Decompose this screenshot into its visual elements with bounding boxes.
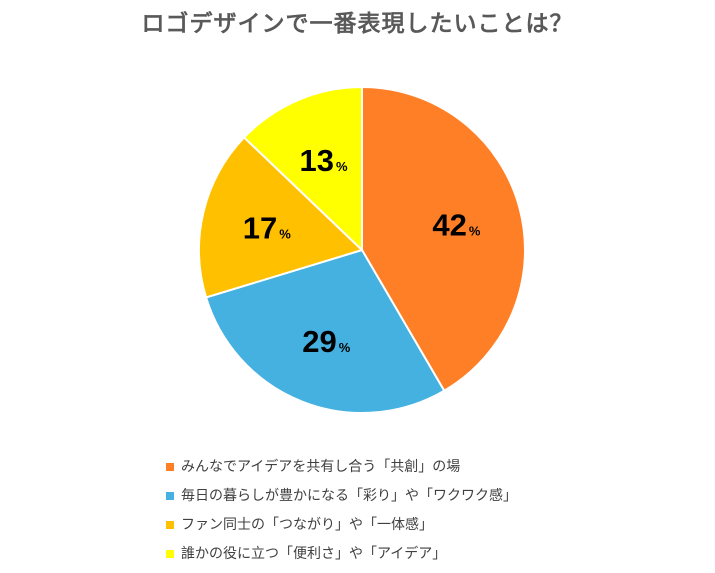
legend-label-4: 誰かの役に立つ「便利さ」や「アイデア」 [181, 546, 447, 562]
legend-label-2: 毎日の暮らしが豊かになる「彩り」や「ワクワク感」 [181, 488, 517, 504]
pie-slices [198, 86, 526, 414]
pie-data-label-4: 13% [299, 143, 347, 178]
pie-data-labels: 42 % 29 % 17 %13% [243, 143, 481, 359]
pie-data-label-2: 29% [302, 324, 350, 359]
legend-swatch-1 [166, 463, 174, 471]
pie-slice-2 [205, 249, 446, 414]
pie-data-label-3: 17% [243, 210, 291, 245]
legend-swatch-2 [166, 492, 174, 500]
chart-title: ロゴデザインで一番表現したいことは？ [141, 11, 574, 37]
pie-data-label-1: 42% [432, 207, 480, 242]
legend-item-1: みんなでアイデアを共有し合う「共創」の場 [166, 457, 517, 486]
legend-swatch-4 [166, 550, 174, 558]
chart-legend: みんなでアイデアを共有し合う「共創」の場毎日の暮らしが豊かになる「彩り」や「ワク… [166, 457, 517, 573]
pie-slice-3 [198, 136, 363, 299]
legend-item-2: 毎日の暮らしが豊かになる「彩り」や「ワクワク感」 [166, 486, 517, 515]
legend-item-3: ファン同士の「つながり」や「一体感」 [166, 515, 517, 544]
legend-item-4: 誰かの役に立つ「便利さ」や「アイデア」 [166, 544, 517, 573]
pie-slice-4 [243, 86, 363, 251]
legend-swatch-3 [166, 521, 174, 529]
pie-slice-1 [361, 86, 526, 392]
legend-label-1: みんなでアイデアを共有し合う「共創」の場 [181, 459, 461, 475]
legend-label-3: ファン同士の「つながり」や「一体感」 [181, 517, 433, 533]
